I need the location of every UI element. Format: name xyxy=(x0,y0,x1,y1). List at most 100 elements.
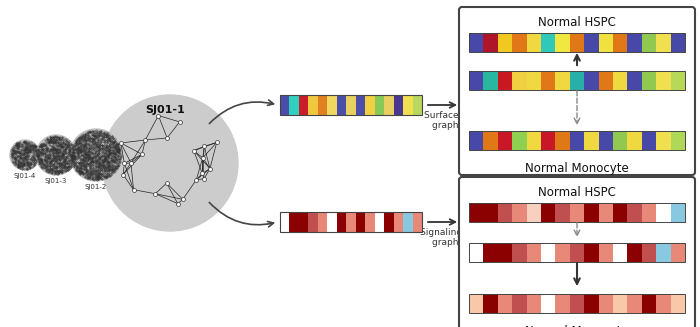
Bar xyxy=(642,130,656,149)
Bar xyxy=(374,95,384,115)
Bar xyxy=(469,243,685,262)
Text: Normal HSPC: Normal HSPC xyxy=(538,186,616,199)
Bar xyxy=(512,71,526,90)
Point xyxy=(118,172,129,177)
Bar xyxy=(469,202,484,221)
Bar xyxy=(356,95,365,115)
Bar xyxy=(555,32,570,51)
Bar xyxy=(469,130,685,149)
Bar xyxy=(642,294,656,313)
Bar xyxy=(309,212,318,232)
Bar xyxy=(627,71,642,90)
Circle shape xyxy=(10,140,40,170)
Bar xyxy=(598,130,613,149)
Bar xyxy=(299,95,309,115)
Bar xyxy=(526,130,541,149)
Bar xyxy=(356,212,365,232)
Bar xyxy=(541,294,555,313)
Bar xyxy=(627,130,642,149)
Bar xyxy=(555,202,570,221)
Bar xyxy=(671,202,685,221)
Bar xyxy=(613,130,627,149)
Bar xyxy=(541,71,555,90)
Point xyxy=(162,135,173,141)
Bar xyxy=(290,95,299,115)
Bar xyxy=(280,95,422,115)
Bar xyxy=(365,212,375,232)
Bar xyxy=(469,32,484,51)
Bar xyxy=(627,32,642,51)
Text: SJ01-1: SJ01-1 xyxy=(145,105,185,115)
Bar xyxy=(512,202,526,221)
Bar xyxy=(541,130,555,149)
Bar xyxy=(570,243,584,262)
Bar xyxy=(584,32,598,51)
Point xyxy=(199,144,210,149)
Bar xyxy=(671,243,685,262)
Bar xyxy=(498,294,512,313)
Bar xyxy=(393,212,403,232)
Bar xyxy=(613,202,627,221)
Point xyxy=(128,187,139,192)
Bar xyxy=(469,71,484,90)
Bar xyxy=(526,243,541,262)
Bar xyxy=(584,202,598,221)
Bar xyxy=(642,243,656,262)
Point xyxy=(197,155,209,161)
Bar xyxy=(412,95,422,115)
Bar xyxy=(328,212,337,232)
Text: Surface phenotype
graph classifier: Surface phenotype graph classifier xyxy=(424,111,510,130)
Point xyxy=(197,171,208,176)
Bar xyxy=(613,71,627,90)
Bar xyxy=(541,202,555,221)
Bar xyxy=(671,32,685,51)
Bar xyxy=(555,71,570,90)
Bar xyxy=(498,243,512,262)
Bar xyxy=(584,294,598,313)
Point xyxy=(150,191,161,196)
FancyBboxPatch shape xyxy=(459,177,695,327)
Text: SJ01-4: SJ01-4 xyxy=(14,173,36,179)
Bar xyxy=(570,294,584,313)
Point xyxy=(172,201,183,206)
Bar xyxy=(656,202,671,221)
Bar xyxy=(484,294,498,313)
Bar xyxy=(598,243,613,262)
Bar xyxy=(526,294,541,313)
Circle shape xyxy=(102,95,238,231)
Bar xyxy=(555,243,570,262)
Bar xyxy=(570,130,584,149)
Bar xyxy=(346,95,356,115)
Point xyxy=(119,161,130,166)
Bar xyxy=(498,202,512,221)
Point xyxy=(204,166,216,171)
Bar xyxy=(570,32,584,51)
Point xyxy=(199,176,210,181)
Bar xyxy=(613,243,627,262)
Bar xyxy=(613,294,627,313)
Bar xyxy=(498,130,512,149)
Bar xyxy=(598,71,613,90)
Bar xyxy=(627,294,642,313)
Text: SJ01-3: SJ01-3 xyxy=(45,178,67,184)
Bar xyxy=(512,294,526,313)
Bar xyxy=(469,243,484,262)
Bar xyxy=(328,95,337,115)
Bar xyxy=(656,294,671,313)
Text: Normal Monocyte: Normal Monocyte xyxy=(525,325,629,327)
Bar xyxy=(318,212,328,232)
Bar xyxy=(570,202,584,221)
Bar xyxy=(541,243,555,262)
Text: Normal HSPC: Normal HSPC xyxy=(538,16,616,29)
Bar xyxy=(656,32,671,51)
Text: Signaling phenotype
graph classifier: Signaling phenotype graph classifier xyxy=(420,228,514,248)
Bar xyxy=(512,130,526,149)
Bar xyxy=(512,32,526,51)
Bar xyxy=(337,212,346,232)
Bar xyxy=(584,130,598,149)
Point xyxy=(116,140,127,146)
Bar xyxy=(656,71,671,90)
Bar xyxy=(290,212,299,232)
Bar xyxy=(484,243,498,262)
Text: SJ01-2: SJ01-2 xyxy=(85,184,107,190)
